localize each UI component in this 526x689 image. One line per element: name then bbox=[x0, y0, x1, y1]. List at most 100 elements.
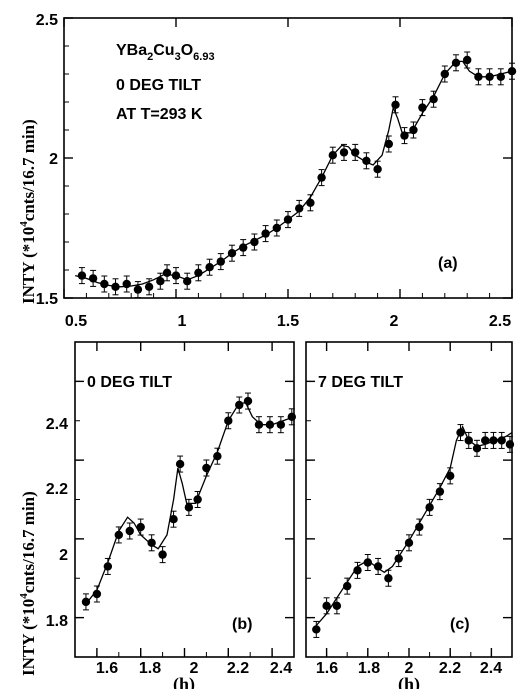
panel-b-point-15 bbox=[235, 396, 244, 414]
panel-c-marker-14 bbox=[456, 428, 465, 437]
panel-a-marker-23 bbox=[328, 151, 337, 160]
panel-b-point-3 bbox=[114, 526, 124, 544]
panel-b-point-20 bbox=[287, 408, 297, 426]
panel-c-xtick-label-4: 2.4 bbox=[480, 660, 502, 677]
panel-c-marker-2 bbox=[332, 601, 342, 611]
panel-c-marker-4 bbox=[353, 566, 362, 575]
panel-a-marker-9 bbox=[171, 271, 181, 280]
panel-b-fit-curve bbox=[85, 402, 295, 605]
panel-b-point-13 bbox=[213, 447, 222, 465]
panel-c-marker-17 bbox=[481, 436, 490, 445]
panel-c-point-2 bbox=[332, 597, 342, 615]
panel-b-xtick-label-1: 1.8 bbox=[139, 660, 161, 677]
panel-c-point-8 bbox=[394, 550, 403, 568]
panel-c-marker-16 bbox=[472, 444, 482, 453]
panel-a-marker-19 bbox=[283, 215, 293, 224]
panel-c-point-11 bbox=[425, 498, 434, 516]
panel-c-ticks bbox=[305, 341, 513, 658]
panel-b-ytick-label-3: 2.4 bbox=[46, 416, 68, 433]
panel-b-point-17 bbox=[254, 416, 264, 434]
panel-a-marker-7 bbox=[156, 277, 165, 286]
panel-a-point-29 bbox=[391, 96, 400, 114]
panel-a-point-19 bbox=[283, 211, 293, 229]
panel-a-point-26 bbox=[362, 152, 371, 170]
panel-a-point-22 bbox=[317, 169, 326, 187]
panel-b-point-11 bbox=[193, 491, 202, 508]
panel-a-marker-14 bbox=[227, 249, 237, 258]
panel-a-point-7 bbox=[156, 272, 165, 290]
panel-c-point-17 bbox=[481, 431, 490, 449]
panel-a-point-30 bbox=[400, 127, 409, 145]
panel-b-xtick-label-3: 2.2 bbox=[227, 660, 249, 677]
panel-a-marker-13 bbox=[216, 257, 225, 266]
panel-a-marker-8 bbox=[162, 268, 172, 277]
panel-c: 1.6 1.8 2 2.2 2.4 7 DEG TILT (c) (h) bbox=[305, 341, 515, 689]
panel-a-marker-34 bbox=[440, 69, 449, 79]
panel-c-point-14 bbox=[456, 424, 465, 442]
panel-b-point-5 bbox=[136, 518, 145, 536]
panel-a-point-20 bbox=[295, 199, 304, 217]
panel-c-point-15 bbox=[464, 431, 473, 449]
panel-b-marker-20 bbox=[287, 412, 297, 422]
panel-a-point-35 bbox=[451, 54, 461, 72]
panel-b-point-6 bbox=[147, 534, 156, 552]
panel-a-marker-36 bbox=[463, 55, 472, 65]
panel-a-marker-37 bbox=[474, 72, 483, 82]
panel-c-fit-curve bbox=[315, 425, 513, 626]
panel-b: 1.8 2 2.2 2.4 1.6 1.8 2 2.2 2.4 0 DEG TI… bbox=[18, 341, 297, 689]
panel-c-point-19 bbox=[497, 431, 506, 449]
panel-b-marker-8 bbox=[169, 514, 178, 524]
panel-b-marker-11 bbox=[193, 495, 202, 504]
panel-a-marker-32 bbox=[418, 103, 427, 112]
panel-b-marker-9 bbox=[175, 459, 185, 469]
panel-a-point-27 bbox=[373, 160, 382, 178]
panel-a-marks bbox=[75, 51, 517, 299]
panel-c-point-20 bbox=[505, 435, 515, 453]
panel-b-ticks bbox=[74, 341, 295, 658]
panel-a-marker-33 bbox=[429, 95, 438, 104]
panel-b-marker-3 bbox=[114, 530, 124, 540]
panel-b-marker-7 bbox=[158, 550, 167, 559]
panel-a-marker-17 bbox=[261, 229, 270, 238]
panel-a-marker-12 bbox=[205, 263, 214, 272]
panel-b-ytick-label-0: 1.8 bbox=[46, 613, 68, 630]
panel-a-point-33 bbox=[429, 90, 438, 108]
panel-b-marker-15 bbox=[235, 400, 244, 410]
panel-b-point-8 bbox=[169, 510, 178, 528]
panel-b-ytick-label-1: 2 bbox=[59, 547, 68, 564]
panel-c-marker-7 bbox=[384, 574, 393, 583]
panel-a-ylabel: INTY (*104cnts/16.7 min) bbox=[18, 119, 38, 304]
panel-a-marker-20 bbox=[295, 204, 304, 213]
panel-a-point-2 bbox=[100, 275, 109, 293]
panel-a-point-13 bbox=[216, 253, 225, 271]
panel-a-tag: (a) bbox=[438, 255, 458, 272]
panel-a-point-39 bbox=[496, 68, 505, 86]
panel-b-marker-16 bbox=[243, 396, 253, 406]
panel-b-point-4 bbox=[125, 522, 134, 540]
panel-a-marker-21 bbox=[306, 198, 315, 207]
panel-b-marker-17 bbox=[254, 420, 264, 429]
panel-a-marker-28 bbox=[384, 139, 393, 149]
panel-b-marker-18 bbox=[265, 420, 275, 429]
panel-b-point-16 bbox=[243, 392, 253, 410]
panel-c-xlabel: (h) bbox=[398, 674, 420, 689]
panel-a-marker-15 bbox=[239, 243, 248, 252]
panel-a-point-34 bbox=[440, 65, 449, 83]
panel-c-point-9 bbox=[404, 534, 414, 552]
panel-a-ticks bbox=[63, 17, 513, 299]
panel-a-point-8 bbox=[162, 264, 172, 282]
panel-a-point-11 bbox=[194, 264, 203, 282]
panel-c-point-4 bbox=[353, 561, 362, 579]
panel-b-marker-2 bbox=[103, 562, 113, 571]
panel-c-marks bbox=[312, 424, 515, 638]
panel-c-tag: (c) bbox=[450, 616, 470, 633]
panel-a-marker-5 bbox=[133, 285, 143, 294]
panel-b-marker-4 bbox=[125, 526, 134, 536]
panel-a-point-15 bbox=[239, 239, 248, 257]
panel-a-point-36 bbox=[463, 51, 472, 69]
panel-a-point-23 bbox=[328, 146, 337, 164]
panel-a-point-10 bbox=[183, 272, 192, 290]
panel-a-point-17 bbox=[261, 225, 270, 243]
panel-b-point-19 bbox=[276, 416, 286, 434]
panel-a-point-3 bbox=[111, 278, 120, 296]
